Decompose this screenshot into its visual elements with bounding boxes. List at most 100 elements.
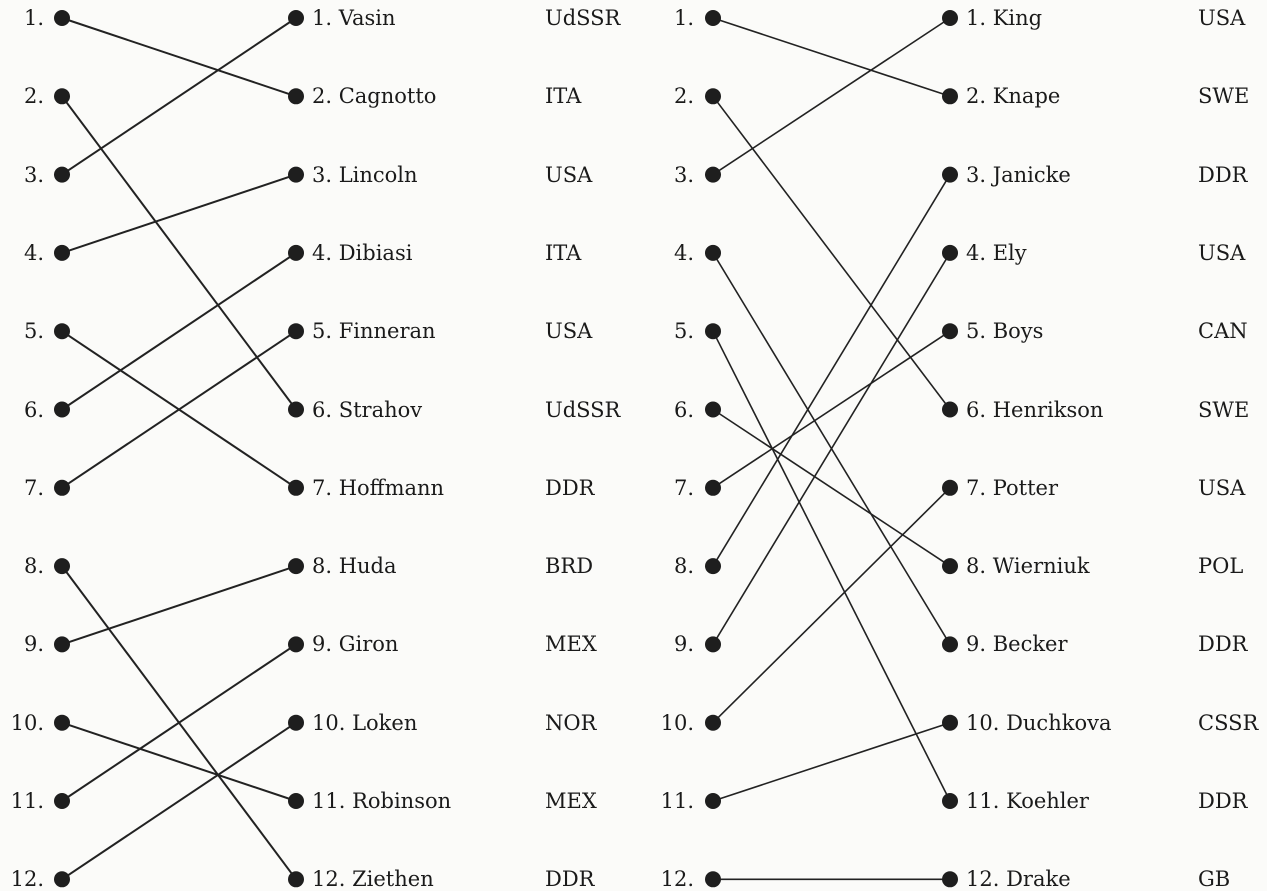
connection-line: [712, 721, 951, 802]
right-rank-dot: [942, 244, 958, 261]
left-rank-label: 9.: [23, 632, 44, 657]
connection-line: [61, 721, 297, 881]
right-rank-dot: [288, 714, 304, 731]
left-rank-dot: [54, 479, 70, 496]
connection-line: [712, 408, 951, 567]
athlete-country: CAN: [1198, 319, 1248, 344]
connection-line: [61, 95, 297, 411]
left-rank-dot: [54, 323, 70, 340]
left-rank-label: 5.: [673, 319, 694, 344]
right-rank-dot: [288, 793, 304, 809]
athlete-name: 5. Finneran: [312, 319, 436, 344]
athlete-name: 4. Ely: [966, 240, 1027, 265]
left-rank-dot: [705, 793, 721, 809]
right-rank-dot: [942, 401, 958, 418]
athlete-name: 1. Vasin: [312, 6, 396, 30]
connection-line: [712, 330, 951, 802]
athlete-name: 3. Janicke: [966, 162, 1071, 187]
athlete-country: MEX: [545, 632, 597, 657]
athlete-name: 6. Henrikson: [966, 397, 1104, 422]
left-rank-dot: [705, 871, 721, 888]
athlete-country: ITA: [545, 240, 582, 265]
left-rank-dot: [54, 88, 70, 105]
left-rank-label: 7.: [23, 475, 44, 500]
athlete-name: 8. Huda: [312, 554, 397, 579]
athlete-name: 2. Cagnotto: [312, 84, 437, 109]
right-rank-dot: [288, 88, 304, 105]
left-rank-dot: [54, 244, 70, 261]
left-rank-label: 9.: [673, 632, 694, 657]
right-rank-dot: [942, 558, 958, 575]
left-rank-dot: [54, 10, 70, 26]
right-rank-dot: [288, 871, 304, 888]
athlete-country: DDR: [545, 867, 595, 891]
left-rank-dot: [705, 166, 721, 183]
athlete-country: USA: [1198, 240, 1246, 265]
left-rank-label: 1.: [673, 6, 694, 30]
connection-line: [61, 330, 297, 489]
athlete-name: 3. Lincoln: [312, 162, 418, 187]
athlete-country: CSSR: [1198, 710, 1259, 735]
connection-line: [712, 174, 951, 567]
connection-line: [712, 17, 951, 176]
athlete-name: 9. Giron: [312, 632, 399, 657]
athlete-name: 1. King: [966, 6, 1043, 30]
athlete-country: USA: [1198, 6, 1246, 30]
left-rank-dot: [54, 714, 70, 731]
left-rank-label: 2.: [23, 84, 44, 109]
right-rank-dot: [288, 401, 304, 418]
athlete-country: DDR: [1198, 162, 1248, 187]
right-rank-dot: [942, 88, 958, 105]
right-rank-dot: [942, 636, 958, 653]
left-rank-label: 7.: [673, 475, 694, 500]
left-rank-dot: [54, 401, 70, 418]
connection-line: [712, 17, 951, 98]
left-rank-label: 4.: [673, 240, 694, 265]
left-rank-dot: [705, 10, 721, 26]
athlete-country: DDR: [1198, 789, 1248, 813]
left-rank-label: 6.: [23, 397, 44, 422]
athlete-name: 5. Boys: [966, 319, 1044, 344]
left-rank-label: 10.: [660, 710, 694, 735]
left-rank-label: 6.: [673, 397, 694, 422]
athlete-country: DDR: [545, 475, 595, 500]
left-rank-label: 3.: [673, 162, 694, 187]
athlete-country: USA: [545, 319, 593, 344]
connection-line: [61, 17, 297, 98]
left-rank-label: 2.: [673, 84, 694, 109]
right-rank-dot: [288, 479, 304, 496]
right-rank-dot: [288, 166, 304, 183]
right-rank-dot: [288, 244, 304, 261]
left-rank-dot: [705, 479, 721, 496]
left-rank-label: 11.: [660, 789, 694, 813]
connection-line: [61, 643, 297, 802]
athlete-country: NOR: [545, 710, 597, 735]
athlete-name: 7. Potter: [966, 475, 1058, 500]
left-rank-dot: [705, 323, 721, 340]
left-rank-dot: [54, 166, 70, 183]
athlete-name: 9. Becker: [966, 632, 1068, 657]
connection-line: [712, 487, 951, 724]
left-rank-dot: [705, 636, 721, 653]
left-rank-dot: [54, 871, 70, 888]
right-rank-dot: [942, 323, 958, 340]
left-rank-label: 3.: [23, 162, 44, 187]
athlete-name: 7. Hoffmann: [312, 475, 445, 500]
left-rank-label: 4.: [23, 240, 44, 265]
connection-line: [61, 721, 297, 802]
right-rank-dot: [288, 323, 304, 340]
left-rank-dot: [705, 244, 721, 261]
athlete-country: BRD: [545, 554, 594, 579]
connection-line: [61, 173, 297, 254]
connection-line: [61, 252, 297, 411]
connection-line: [712, 252, 951, 645]
connection-line: [61, 17, 297, 176]
right-rank-dot: [942, 479, 958, 496]
left-rank-label: 5.: [23, 319, 44, 344]
athlete-name: 2. Knape: [966, 84, 1061, 109]
athlete-country: POL: [1198, 554, 1244, 579]
athlete-name: 12. Drake: [966, 867, 1071, 891]
left-rank-label: 12.: [660, 867, 694, 891]
left-rank-label: 8.: [673, 554, 694, 579]
